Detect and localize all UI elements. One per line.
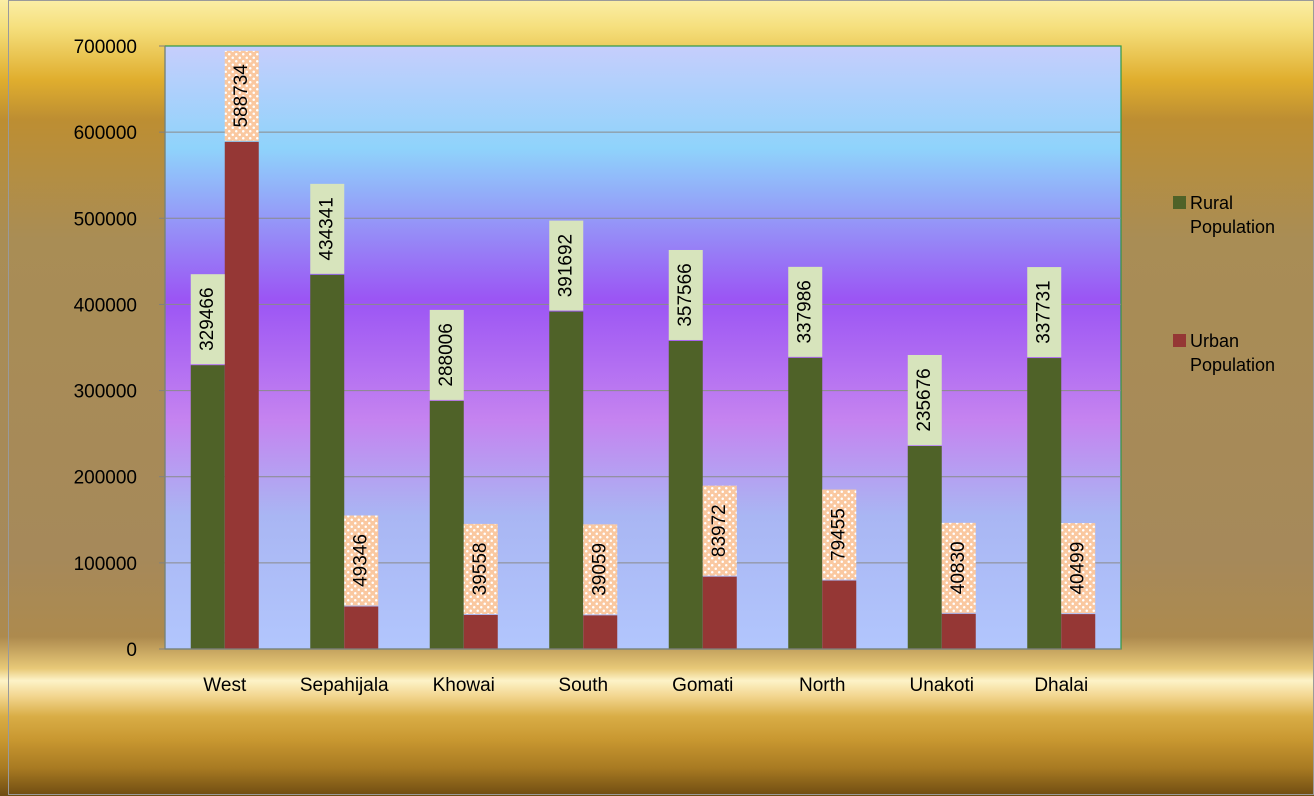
x-tick-label: Khowai xyxy=(433,675,495,696)
rural-data-label: 337731 xyxy=(1027,267,1062,358)
data-label-text: 40499 xyxy=(1068,542,1089,595)
rural-bar-gomati xyxy=(668,340,703,649)
data-label-box xyxy=(429,309,464,400)
urban-bar-north xyxy=(822,580,857,649)
legend-swatch xyxy=(1173,334,1186,347)
legend-item-rural: Rural Population xyxy=(1173,193,1275,237)
data-label-box xyxy=(1027,267,1062,358)
urban-data-label: 588734 xyxy=(224,50,259,141)
y-tick-label: 600000 xyxy=(74,123,137,144)
data-label-box xyxy=(702,485,737,576)
y-tick-label: 400000 xyxy=(74,295,137,316)
rural-bar-west xyxy=(190,365,225,649)
urban-bar-west xyxy=(224,141,259,649)
data-label-box xyxy=(583,524,618,615)
urban-bar-unakoti xyxy=(941,613,976,649)
data-label-box xyxy=(190,274,225,365)
data-label-text: 337731 xyxy=(1034,280,1055,343)
data-label-text: 40830 xyxy=(948,541,969,594)
data-label-text: 357566 xyxy=(675,263,696,326)
y-tick-label: 100000 xyxy=(74,554,137,575)
data-label-text: 235676 xyxy=(914,368,935,431)
rural-data-label: 329466 xyxy=(190,274,225,365)
x-tick-label: North xyxy=(799,675,845,696)
rural-bar-dhalai xyxy=(1027,358,1062,649)
x-tick-label: West xyxy=(203,675,247,696)
urban-data-label: 83972 xyxy=(702,485,737,576)
y-tick-label: 500000 xyxy=(74,209,137,230)
data-label-box xyxy=(907,354,942,445)
rural-data-label: 391692 xyxy=(549,220,584,311)
x-tick-label: Sepahijala xyxy=(300,675,389,696)
data-label-box xyxy=(549,220,584,311)
legend-label: Urban xyxy=(1190,331,1239,351)
data-label-box xyxy=(1061,523,1096,614)
rural-data-label: 288006 xyxy=(429,309,464,400)
urban-data-label: 39558 xyxy=(463,523,498,614)
y-tick-label: 0 xyxy=(126,640,137,661)
bars xyxy=(190,141,1096,649)
data-label-text: 337986 xyxy=(795,280,816,343)
rural-bar-north xyxy=(788,357,823,649)
legend-label: Rural xyxy=(1190,193,1233,213)
data-label-box xyxy=(344,515,379,606)
data-label-box xyxy=(310,183,345,274)
x-tick-label: Dhalai xyxy=(1034,675,1088,696)
data-label-box xyxy=(941,522,976,613)
urban-bar-sepahijala xyxy=(344,606,379,649)
y-tick-label: 200000 xyxy=(74,468,137,489)
legend-label: Population xyxy=(1190,355,1275,375)
urban-data-label: 79455 xyxy=(822,489,857,580)
legend: Rural Population Urban Population xyxy=(1173,193,1275,375)
urban-bar-khowai xyxy=(463,614,498,649)
data-label-text: 39558 xyxy=(470,543,491,596)
data-label-text: 39059 xyxy=(590,543,611,596)
rural-data-label: 337986 xyxy=(788,266,823,357)
urban-data-label: 40830 xyxy=(941,522,976,613)
rural-bar-unakoti xyxy=(907,445,942,649)
data-label-box xyxy=(668,249,703,340)
rural-data-label: 434341 xyxy=(310,183,345,274)
urban-bar-dhalai xyxy=(1061,614,1096,649)
y-tick-label: 700000 xyxy=(74,37,137,58)
data-labels: 329466 588734 434341 49346 288006 39558 391692… xyxy=(190,50,1096,615)
data-label-text: 79455 xyxy=(829,508,850,561)
data-label-box xyxy=(463,523,498,614)
urban-data-label: 40499 xyxy=(1061,523,1096,614)
rural-data-label: 235676 xyxy=(907,354,942,445)
data-label-text: 288006 xyxy=(436,323,457,386)
x-axis: West Sepahijala Khowai South Gomati North Unak… xyxy=(165,648,1121,696)
legend-item-urban: Urban Population xyxy=(1173,331,1275,375)
urban-data-label: 49346 xyxy=(344,515,379,606)
urban-data-label: 39059 xyxy=(583,524,618,615)
data-label-text: 49346 xyxy=(351,534,372,587)
plot-area xyxy=(164,45,1122,650)
data-label-text: 83972 xyxy=(709,504,730,557)
y-axis: 0 100000 200000 300000 400000 500000 600000 700… xyxy=(74,37,166,661)
urban-bar-gomati xyxy=(702,576,737,649)
data-label-text: 391692 xyxy=(556,234,577,297)
data-label-text: 434341 xyxy=(317,197,338,260)
legend-label: Population xyxy=(1190,217,1275,237)
rural-bar-south xyxy=(549,311,584,649)
data-label-text: 588734 xyxy=(231,64,252,128)
legend-swatch xyxy=(1173,196,1186,209)
data-label-box xyxy=(822,489,857,580)
rural-data-label: 357566 xyxy=(668,249,703,340)
data-label-box xyxy=(788,266,823,357)
rural-bar-khowai xyxy=(429,400,464,649)
rural-bar-sepahijala xyxy=(310,274,345,649)
x-tick-label: Unakoti xyxy=(910,675,974,696)
urban-bar-south xyxy=(583,615,618,649)
y-tick-label: 300000 xyxy=(74,382,137,403)
data-label-text: 329466 xyxy=(197,287,218,350)
x-tick-label: South xyxy=(558,675,608,696)
data-label-box xyxy=(224,50,259,141)
x-tick-label: Gomati xyxy=(672,675,733,696)
